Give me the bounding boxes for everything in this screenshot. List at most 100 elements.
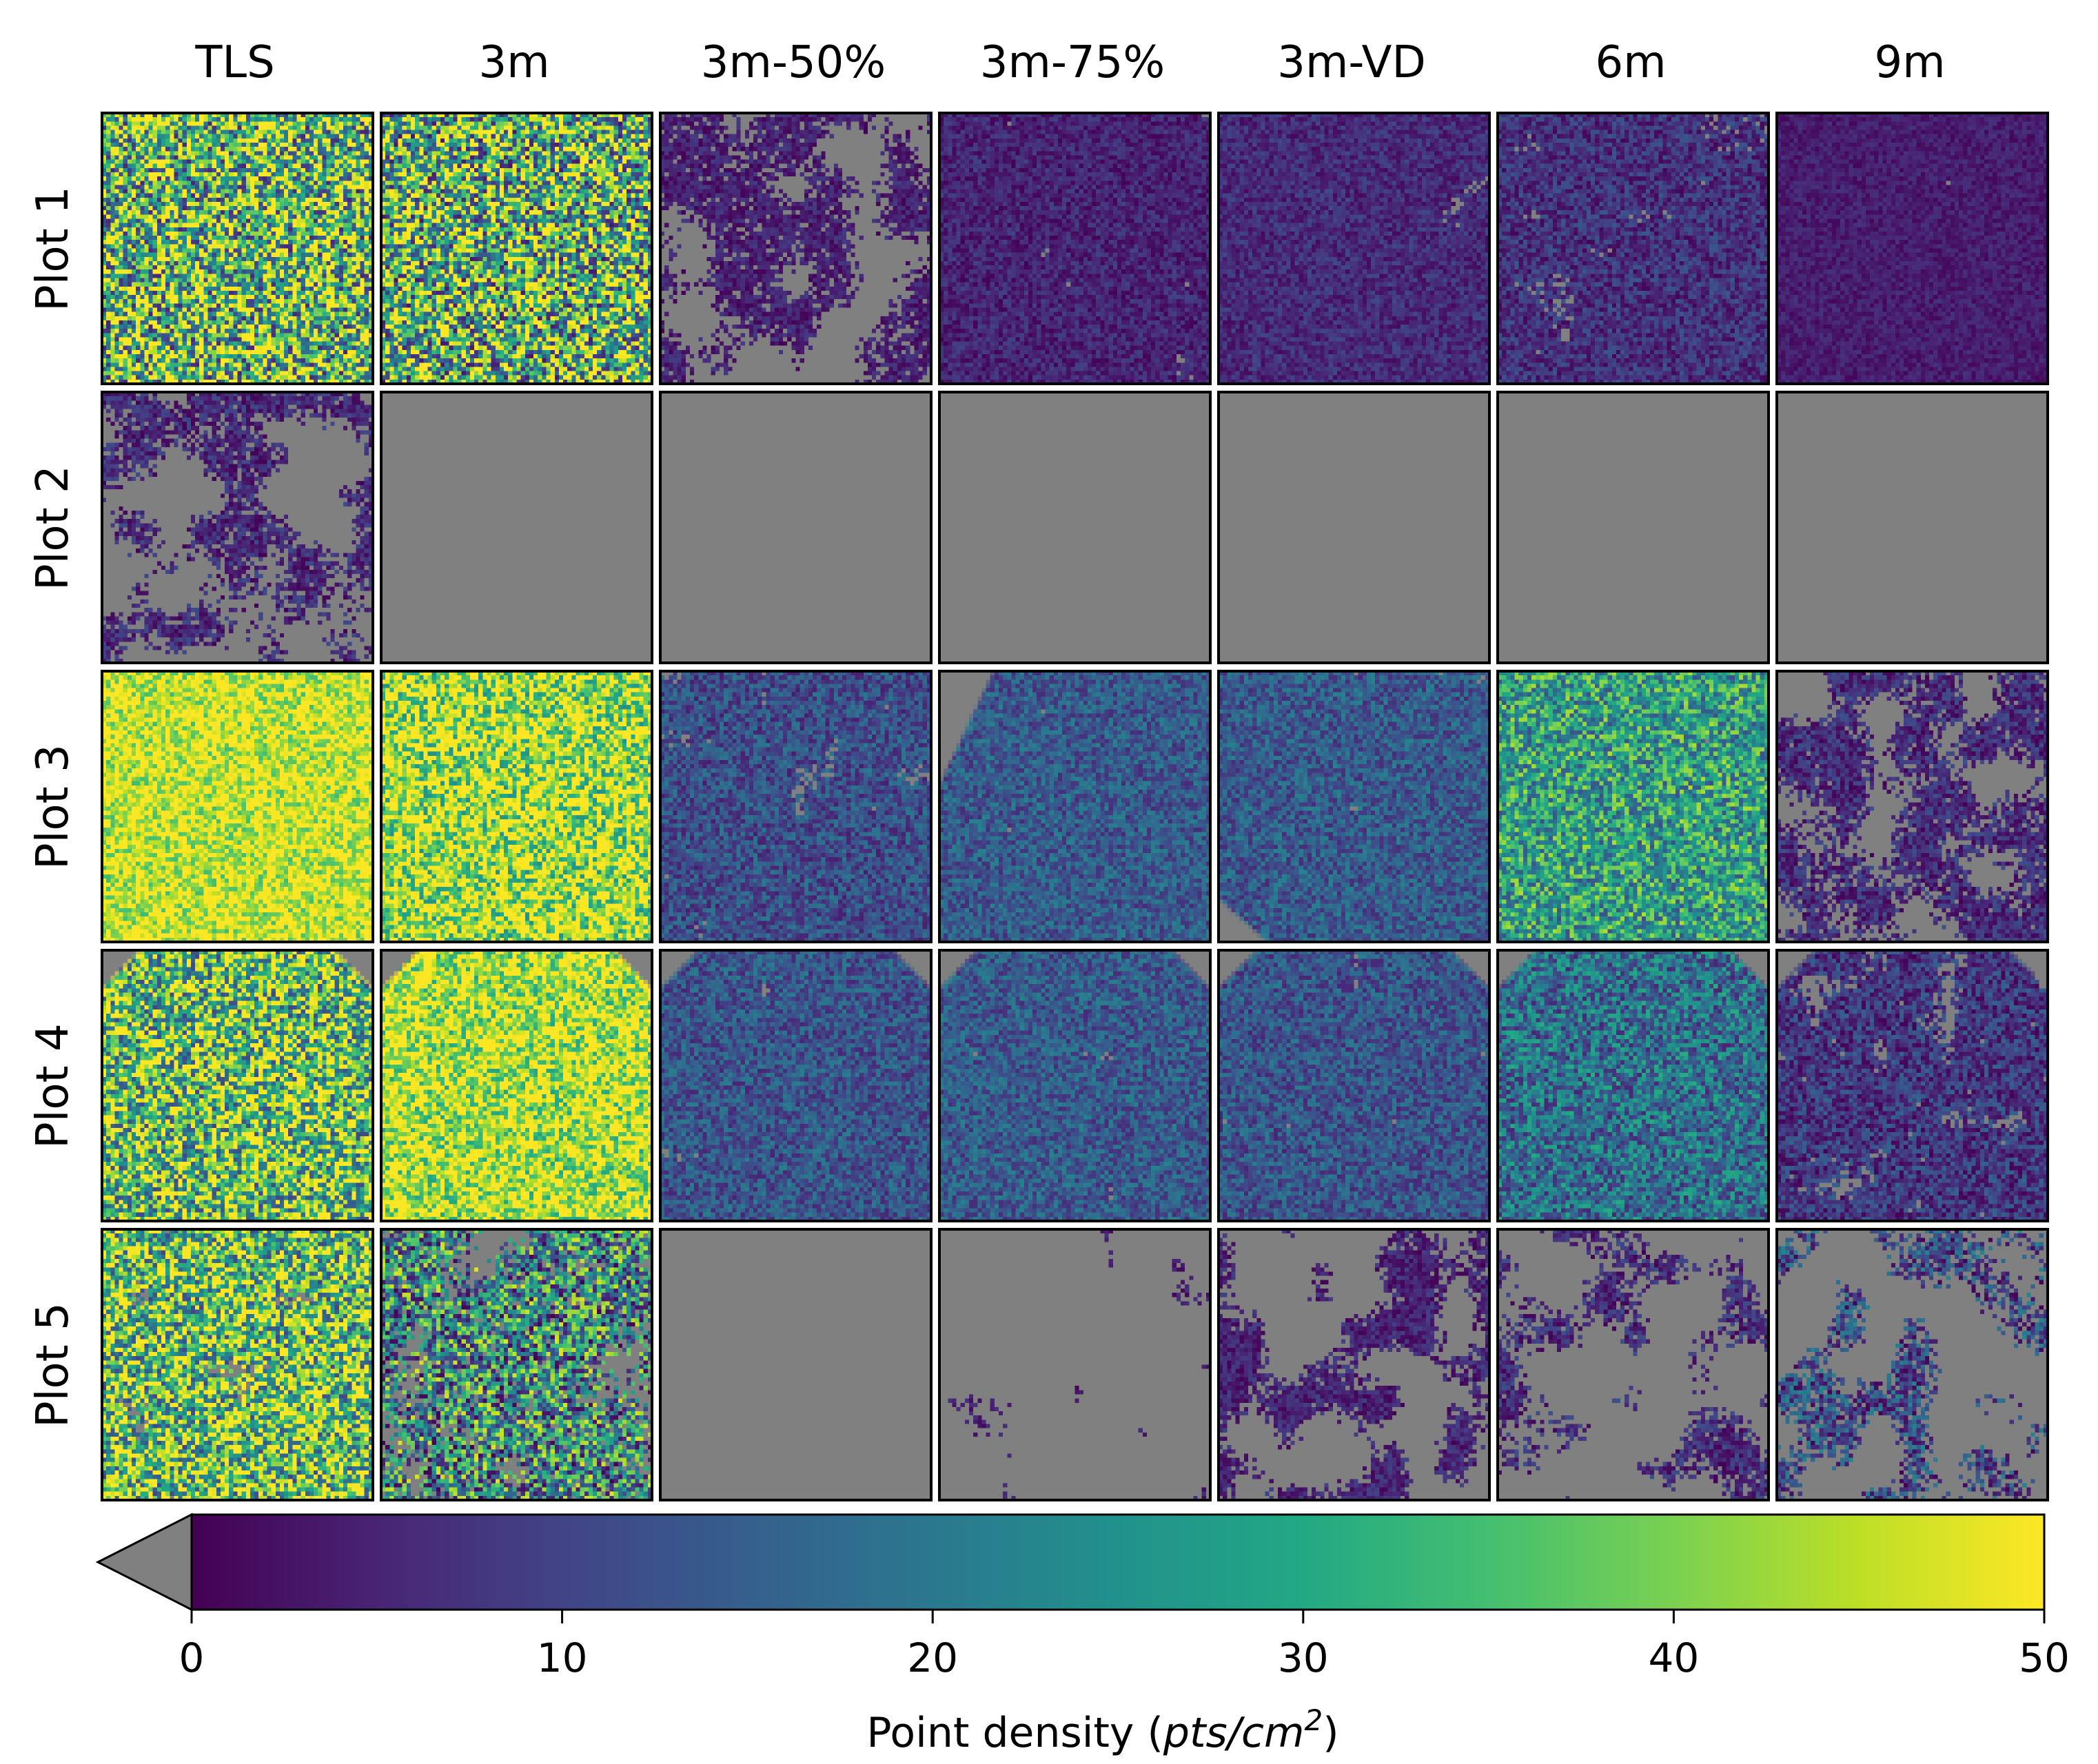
colorbar-under-extension xyxy=(95,1512,193,1612)
heatmap-panel-4-2 xyxy=(660,1229,931,1500)
colorbar-tick-label: 10 xyxy=(537,1634,588,1681)
panel-frame xyxy=(1496,1228,1770,1501)
row-label: Plot 1 xyxy=(28,186,79,311)
panel-frame xyxy=(1775,391,2049,664)
heatmap-panel-3-2 xyxy=(660,950,931,1221)
heatmap-panel-0-1 xyxy=(381,113,652,384)
panel-grid xyxy=(101,112,2049,1501)
heatmap-panel-3-4 xyxy=(1219,950,1489,1221)
heatmap-panel-1-6 xyxy=(1777,392,2048,663)
row-labels: Plot 1 Plot 2 Plot 3 Plot 4 Plot 5 xyxy=(28,186,79,1428)
panel-frame xyxy=(938,949,1212,1222)
panel-frame xyxy=(1496,112,1770,385)
heatmap-panel-1-2 xyxy=(660,392,931,663)
panel-frame xyxy=(659,1228,933,1501)
colorbar-tick-label: 50 xyxy=(2019,1634,2070,1681)
colorbar: 0 10 20 30 40 50 Point density (pts/cm2) xyxy=(95,1512,2070,1757)
heatmap-panel-0-2 xyxy=(660,113,931,384)
heatmap-panel-4-5 xyxy=(1498,1229,1769,1500)
heatmap-panel-0-4 xyxy=(1219,113,1489,384)
panel-frame xyxy=(1217,1228,1491,1501)
colorbar-label-suffix: ) xyxy=(1323,1709,1338,1757)
heatmap-panel-2-0 xyxy=(102,671,373,942)
panel-frame xyxy=(101,949,374,1222)
heatmap-panel-4-4 xyxy=(1219,1229,1489,1500)
panel-frame xyxy=(938,391,1212,664)
column-headers: TLS 3m 3m-50% 3m-75% 3m-VD 6m 9m xyxy=(194,37,1945,88)
panel-frame xyxy=(659,670,933,943)
colorbar-label: Point density (pts/cm2) xyxy=(866,1703,1338,1757)
column-header: 6m xyxy=(1595,37,1666,88)
column-header: 3m xyxy=(478,37,549,88)
heatmap-panel-3-6 xyxy=(1777,950,2048,1221)
heatmap-panel-4-3 xyxy=(939,1229,1210,1500)
colorbar-tick-label: 40 xyxy=(1648,1634,1699,1681)
row-label: Plot 4 xyxy=(28,1023,79,1149)
heatmap-panel-1-3 xyxy=(939,392,1210,663)
panel-frame xyxy=(1217,391,1491,664)
panel-frame xyxy=(659,391,933,664)
heatmap-panel-0-0 xyxy=(102,113,373,384)
panel-frame xyxy=(1217,112,1491,385)
heatmap-panel-0-6 xyxy=(1777,113,2048,384)
colorbar-tick-label: 30 xyxy=(1278,1634,1329,1681)
heatmap-panel-2-2 xyxy=(660,671,931,942)
panel-frame xyxy=(1217,949,1491,1222)
panel-frame xyxy=(101,112,374,385)
heatmap-panel-0-3 xyxy=(939,113,1210,384)
heatmap-panel-1-5 xyxy=(1498,392,1769,663)
heatmap-panel-2-4 xyxy=(1219,671,1489,942)
heatmap-panel-4-1 xyxy=(381,1229,652,1500)
heatmap-panel-2-5 xyxy=(1498,671,1769,942)
colorbar-tick-label: 0 xyxy=(179,1634,205,1681)
heatmap-panel-2-3 xyxy=(939,671,1210,942)
panel-frame xyxy=(659,112,933,385)
panel-frame xyxy=(380,391,653,664)
heatmap-panel-3-1 xyxy=(381,950,652,1221)
heatmap-panel-3-3 xyxy=(939,950,1210,1221)
column-header: 3m-VD xyxy=(1277,37,1425,88)
colorbar-label-exponent: 2 xyxy=(1304,1703,1323,1737)
panel-frame xyxy=(1775,112,2049,385)
heatmap-panel-2-1 xyxy=(381,671,652,942)
heatmap-panel-2-6 xyxy=(1777,671,2048,942)
panel-frame xyxy=(1496,391,1770,664)
row-label: Plot 2 xyxy=(28,465,79,591)
panel-frame xyxy=(938,670,1212,943)
heatmap-panel-0-5 xyxy=(1498,113,1769,384)
panel-frame xyxy=(938,112,1212,385)
heatmap-panel-1-1 xyxy=(381,392,652,663)
panel-frame xyxy=(1775,1228,2049,1501)
heatmap-panel-3-0 xyxy=(102,950,373,1221)
panel-frame xyxy=(380,949,653,1222)
column-header: 3m-75% xyxy=(980,37,1165,88)
panel-frame xyxy=(380,112,653,385)
panel-frame xyxy=(101,391,374,664)
column-header: 3m-50% xyxy=(701,37,886,88)
colorbar-tick-label: 20 xyxy=(907,1634,958,1681)
panel-frame xyxy=(938,1228,1212,1501)
panel-frame xyxy=(1217,670,1491,943)
panel-frame xyxy=(1496,670,1770,943)
heatmap-panel-4-0 xyxy=(102,1229,373,1500)
panel-frame xyxy=(380,670,653,943)
colorbar-label-unit: pts/cm xyxy=(1163,1709,1305,1757)
heatmap-panel-3-5 xyxy=(1498,950,1769,1221)
heatmap-panel-1-0 xyxy=(102,392,373,663)
column-header: TLS xyxy=(194,37,274,88)
panel-frame xyxy=(1496,949,1770,1222)
panel-frame xyxy=(101,670,374,943)
panel-frame xyxy=(380,1228,653,1501)
colorbar-gradient xyxy=(190,1513,2046,1611)
column-header: 9m xyxy=(1874,37,1945,88)
panel-frame xyxy=(1775,949,2049,1222)
heatmap-panel-1-4 xyxy=(1219,392,1489,663)
heatmap-panel-4-6 xyxy=(1777,1229,2048,1500)
row-label: Plot 5 xyxy=(28,1302,79,1428)
colorbar-label-prefix: Point density ( xyxy=(866,1709,1163,1757)
panel-frame xyxy=(1775,670,2049,943)
panel-frame xyxy=(659,949,933,1222)
panel-frame xyxy=(101,1228,374,1501)
row-label: Plot 3 xyxy=(28,744,79,870)
